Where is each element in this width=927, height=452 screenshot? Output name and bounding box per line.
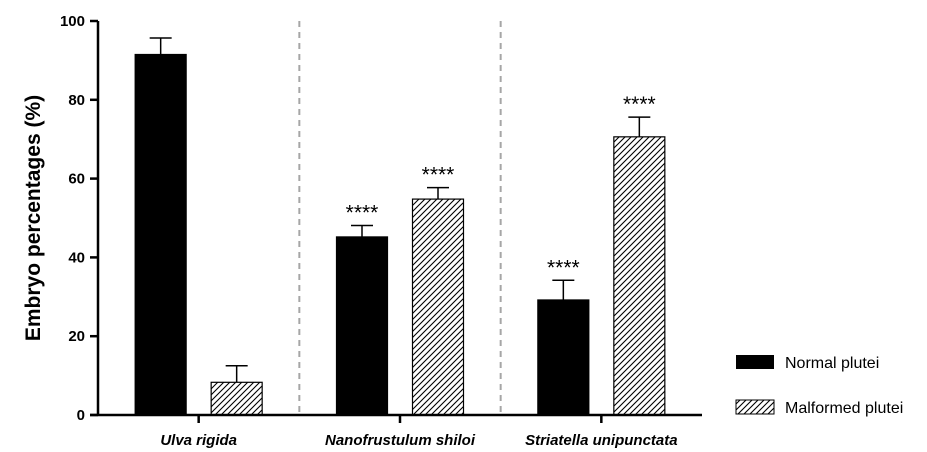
bar-malformed-plutei <box>411 198 465 416</box>
y-tick-label: 60 <box>68 171 85 188</box>
y-tick-label: 20 <box>68 328 85 345</box>
legend-swatch-malformed-plutei <box>735 399 775 415</box>
x-axis: Ulva rigida Nanofrustulum shiloi Striatell… <box>90 413 702 449</box>
bars: **** **** **** **** <box>134 37 666 416</box>
bar-normal-plutei <box>537 299 590 416</box>
x-tick-label: Striatella unipunctata <box>525 432 678 449</box>
x-tick-label: Nanofrustulum shiloi <box>325 432 476 449</box>
legend: Normal plutei Malformed plutei <box>735 355 903 417</box>
y-tick-label: 100 <box>60 13 85 30</box>
bar-normal-plutei <box>134 53 187 416</box>
y-tick-label: 40 <box>68 249 85 266</box>
y-tick-label: 80 <box>68 92 85 109</box>
significance-label: **** <box>623 93 656 116</box>
y-axis-title: Embryo percentages (%) <box>22 95 45 341</box>
legend-swatch-normal-plutei <box>736 355 774 369</box>
significance-label: **** <box>547 256 580 279</box>
bar-malformed-plutei <box>613 136 666 416</box>
y-tick-label: 0 <box>77 407 85 424</box>
group-separators <box>298 21 502 415</box>
significance-label: **** <box>346 201 379 224</box>
y-axis: 0 20 40 60 80 100 <box>60 13 100 424</box>
legend-label-malformed-plutei: Malformed plutei <box>785 400 903 417</box>
x-tick-label: Ulva rigida <box>160 432 237 449</box>
legend-label-normal-plutei: Normal plutei <box>785 355 879 372</box>
bar-normal-plutei <box>335 236 389 416</box>
bar-malformed-plutei <box>210 381 263 416</box>
significance-label: **** <box>422 164 455 187</box>
